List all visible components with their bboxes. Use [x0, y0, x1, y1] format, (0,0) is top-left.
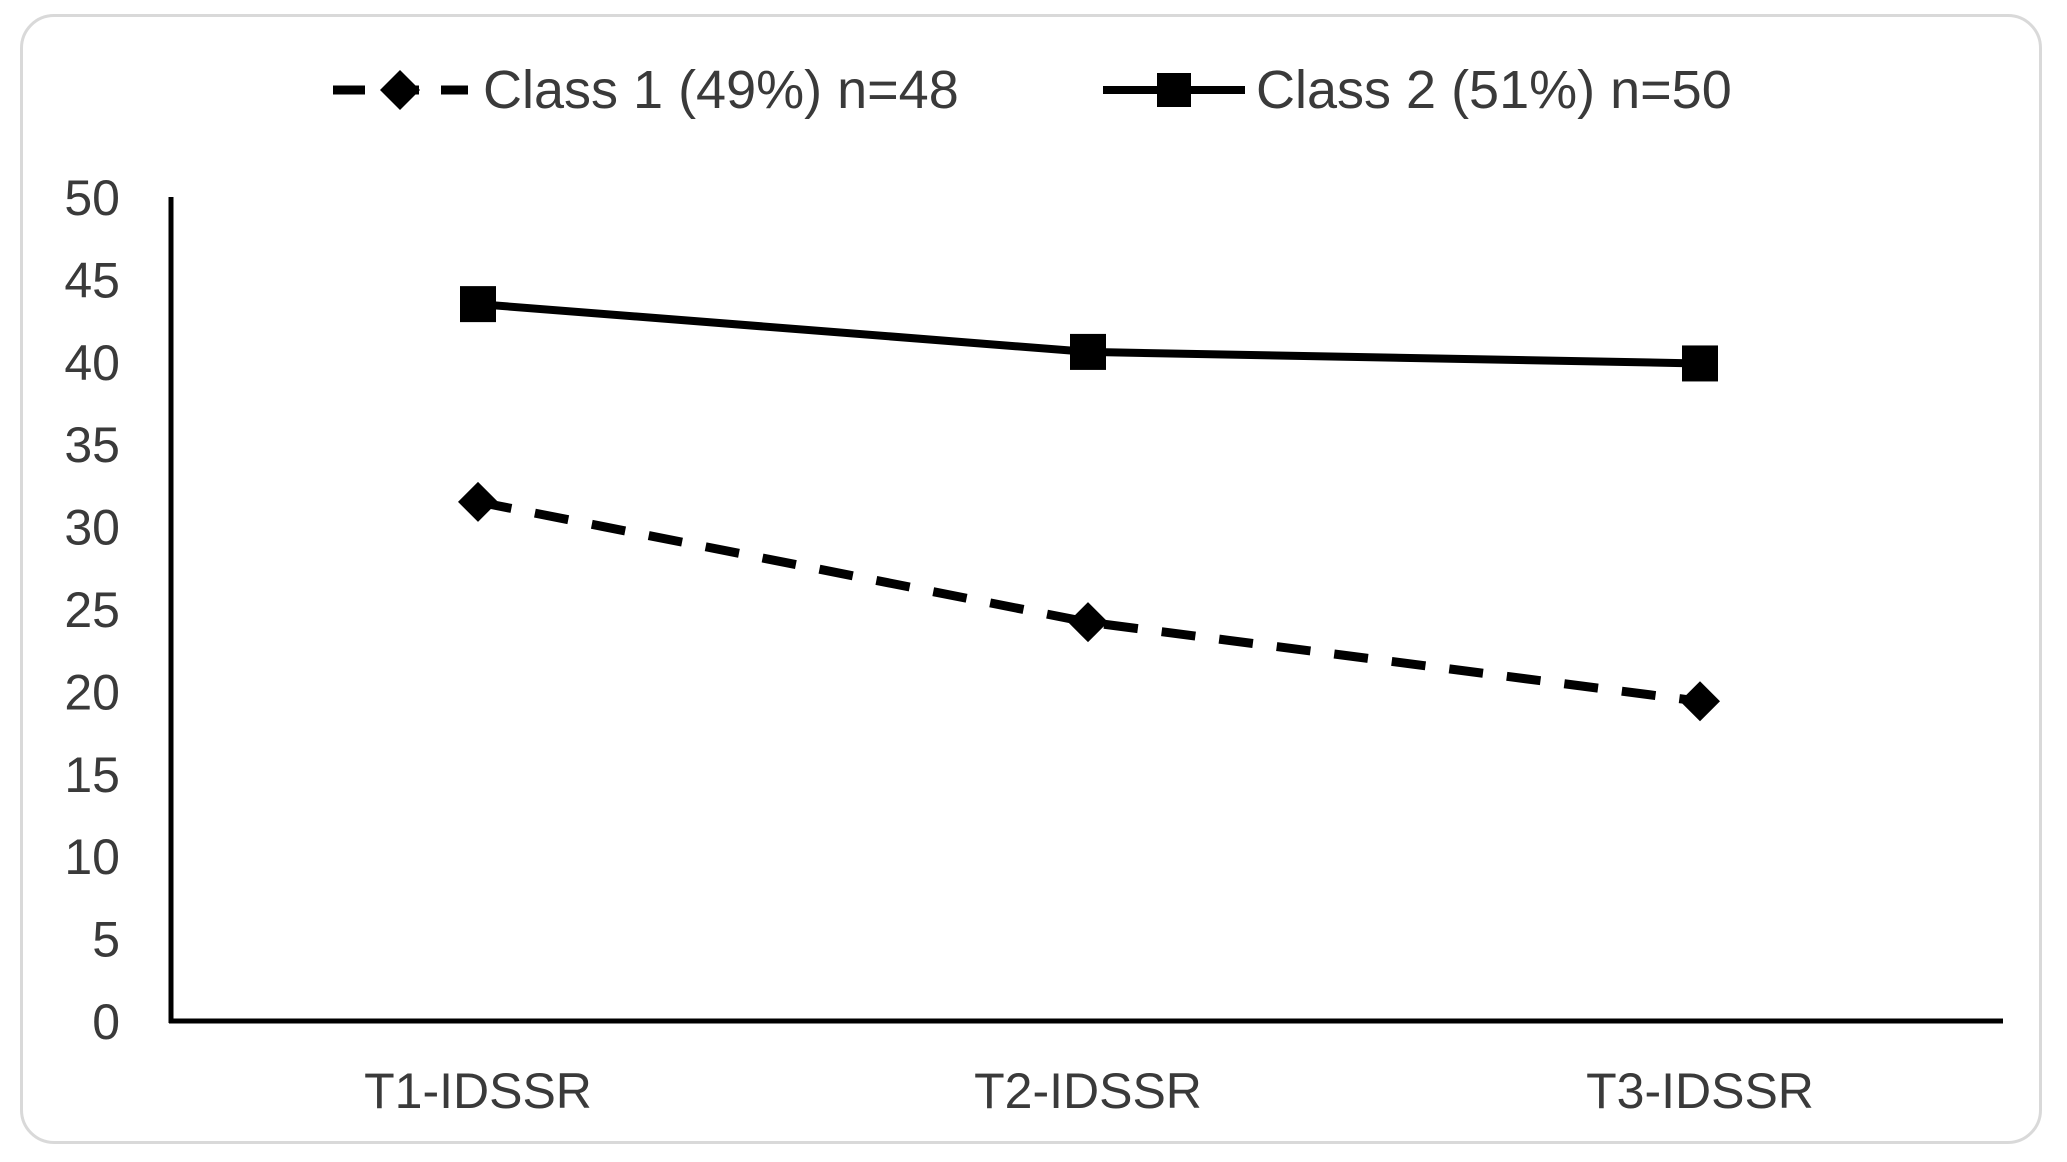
series-0-point-1 [1068, 602, 1108, 643]
x-tick-label: T1-IDSSR [364, 1063, 592, 1119]
legend: Class 1 (49%) n=48 Class 2 (51%) n=50 [333, 60, 1732, 120]
series-1 [460, 286, 1718, 382]
series-0 [458, 481, 1720, 722]
legend-marker-series-1 [1157, 73, 1191, 107]
series-layer [458, 286, 1720, 722]
legend-entry-series-0: Class 1 (49%) n=48 [333, 60, 959, 120]
series-1-point-2 [1682, 345, 1718, 382]
y-tick-label: 0 [92, 994, 120, 1050]
y-tick-label: 30 [64, 500, 120, 556]
series-line-0 [477, 497, 1701, 706]
y-tick-label: 10 [64, 829, 120, 885]
series-0-point-2 [1680, 681, 1720, 722]
y-tick-label: 50 [64, 170, 120, 226]
x-tick-label: T3-IDSSR [1586, 1063, 1814, 1119]
y-tick-label: 25 [64, 582, 120, 638]
y-axis-tick-labels: 0 5 10 15 20 25 30 35 40 45 50 [64, 170, 120, 1050]
x-axis-tick-labels: T1-IDSSR T2-IDSSR T3-IDSSR [364, 1063, 1814, 1119]
legend-entry-series-1: Class 2 (51%) n=50 [1103, 60, 1732, 120]
legend-label-series-1: Class 2 (51%) n=50 [1256, 60, 1732, 120]
series-1-point-1 [1070, 333, 1106, 370]
y-tick-label: 35 [64, 417, 120, 473]
legend-label-series-0: Class 1 (49%) n=48 [483, 60, 959, 120]
y-tick-label: 20 [64, 664, 120, 720]
legend-marker-series-0 [380, 70, 420, 110]
chart-frame [20, 14, 2042, 1144]
y-tick-label: 40 [64, 335, 120, 391]
series-0-point-0 [458, 481, 498, 522]
x-tick-label: T2-IDSSR [974, 1063, 1202, 1119]
y-tick-label: 15 [64, 747, 120, 803]
series-1-point-0 [460, 286, 496, 323]
y-tick-label: 45 [64, 252, 120, 308]
y-tick-label: 5 [92, 912, 120, 968]
